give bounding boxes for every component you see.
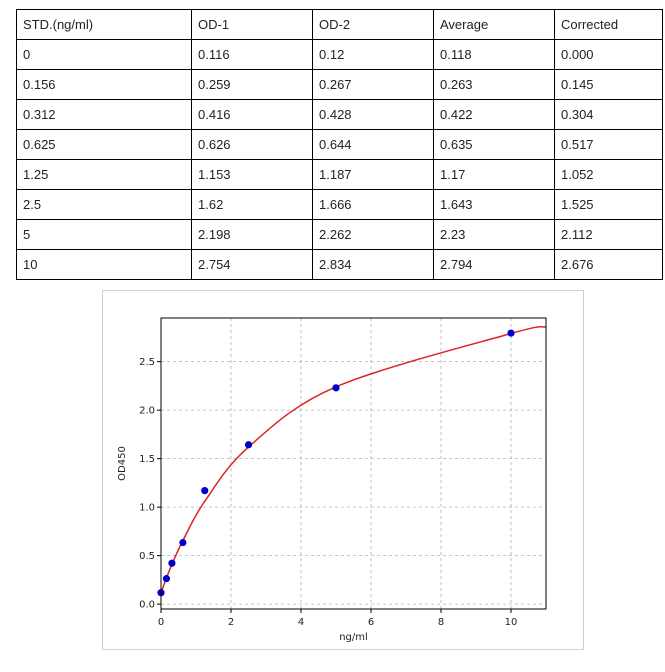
- y-tick-label: 1.0: [139, 503, 155, 514]
- data-point: [162, 575, 171, 583]
- table-cell: 2.834: [312, 249, 434, 280]
- table-cell: 0.635: [433, 129, 555, 160]
- table-row: 0.156 0.259 0.267 0.263 0.145: [16, 69, 663, 100]
- table-cell: 0.428: [312, 99, 434, 130]
- table-cell: 0.644: [312, 129, 434, 160]
- fit-curve-line: [160, 325, 547, 593]
- grid: [160, 318, 546, 609]
- column-header: STD.(ng/ml): [16, 9, 192, 40]
- column-header: OD-2: [312, 9, 434, 40]
- data-point: [201, 487, 209, 495]
- table-cell: 2.794: [433, 249, 555, 280]
- table-cell: 0.12: [312, 39, 434, 70]
- table-cell: 5: [16, 219, 192, 250]
- y-tick-label: 2.5: [139, 357, 155, 368]
- x-tick-label: 4: [298, 617, 304, 628]
- table-cell: 1.666: [312, 189, 434, 220]
- chart-svg: 0 2 4 6 8 10 0.0 0.5 1.0 1.5 2.0 2.5 ng/ml OD450: [117, 317, 547, 643]
- table-row: 0.625 0.626 0.644 0.635 0.517: [16, 129, 663, 160]
- table-cell: 0.259: [191, 69, 313, 100]
- table-cell: 2.112: [554, 219, 663, 250]
- table-cell: 0.156: [16, 69, 192, 100]
- table-row: 5 2.198 2.262 2.23 2.112: [16, 219, 663, 250]
- table-cell: 0.625: [16, 129, 192, 160]
- table-cell: 1.17: [433, 159, 555, 190]
- data-point: [507, 329, 515, 337]
- table-cell: 0.416: [191, 99, 313, 130]
- y-tick-label: 0.5: [139, 551, 155, 562]
- x-tick-label: 8: [438, 617, 444, 628]
- table-cell: 0.517: [554, 129, 663, 160]
- table-row: 0.312 0.416 0.428 0.422 0.304: [16, 99, 663, 130]
- x-tick-label: 10: [505, 617, 518, 628]
- table-cell: 1.62: [191, 189, 313, 220]
- column-header: OD-1: [191, 9, 313, 40]
- data-points: [157, 329, 515, 597]
- table-row: 0 0.116 0.12 0.118 0.000: [16, 39, 663, 70]
- table-cell: 1.643: [433, 189, 555, 220]
- x-tick-label: 2: [228, 617, 234, 628]
- table-cell: 0.116: [191, 39, 313, 70]
- table-cell: 10: [16, 249, 192, 280]
- plot-frame: [160, 317, 547, 610]
- table-cell: 0: [16, 39, 192, 70]
- table-cell: 1.525: [554, 189, 663, 220]
- table-cell: 1.153: [191, 159, 313, 190]
- table-cell: 0.304: [554, 99, 663, 130]
- table-cell: 2.23: [433, 219, 555, 250]
- y-tick-label: 2.0: [139, 406, 155, 417]
- table-row: 10 2.754 2.834 2.794 2.676: [16, 249, 663, 280]
- table-cell: 2.5: [16, 189, 192, 220]
- table-cell: 0.267: [312, 69, 434, 100]
- x-tick-label: 6: [368, 617, 374, 628]
- standard-curve-chart: 0 2 4 6 8 10 0.0 0.5 1.0 1.5 2.0 2.5 ng/ml OD450: [102, 290, 584, 650]
- table-cell: 0.422: [433, 99, 555, 130]
- table-cell: 2.754: [191, 249, 313, 280]
- table-cell: 0.312: [16, 99, 192, 130]
- table-row: 1.25 1.153 1.187 1.17 1.052: [16, 159, 663, 190]
- axis-ticks: 0 2 4 6 8 10 0.0 0.5 1.0 1.5 2.0 2.5: [139, 357, 517, 628]
- table-cell: 1.25: [16, 159, 192, 190]
- table-cell: 0.000: [554, 39, 663, 70]
- table-cell: 2.676: [554, 249, 663, 280]
- table-cell: 1.187: [312, 159, 434, 190]
- y-tick-label: 0.0: [139, 600, 155, 611]
- data-point: [179, 538, 187, 547]
- table-cell: 0.145: [554, 69, 663, 100]
- table-cell: 0.626: [191, 129, 313, 160]
- table-cell: 1.052: [554, 159, 663, 190]
- table-cell: 2.262: [312, 219, 434, 250]
- table-header-row: STD.(ng/ml) OD-1 OD-2 Average Corrected: [16, 9, 663, 40]
- y-tick-label: 1.5: [139, 454, 155, 465]
- y-axis-label: OD450: [117, 446, 128, 481]
- data-point: [168, 559, 176, 567]
- data-point: [332, 384, 340, 392]
- table-cell: 0.118: [433, 39, 555, 70]
- x-tick-label: 0: [158, 617, 164, 628]
- table-cell: 0.263: [433, 69, 555, 100]
- data-point: [244, 441, 253, 449]
- x-axis-label: ng/ml: [339, 632, 368, 643]
- column-header: Average: [433, 9, 555, 40]
- table-row: 2.5 1.62 1.666 1.643 1.525: [16, 189, 663, 220]
- column-header: Corrected: [554, 9, 663, 40]
- table-cell: 2.198: [191, 219, 313, 250]
- standard-curve-table: STD.(ng/ml) OD-1 OD-2 Average Corrected 0 0.11…: [16, 9, 663, 280]
